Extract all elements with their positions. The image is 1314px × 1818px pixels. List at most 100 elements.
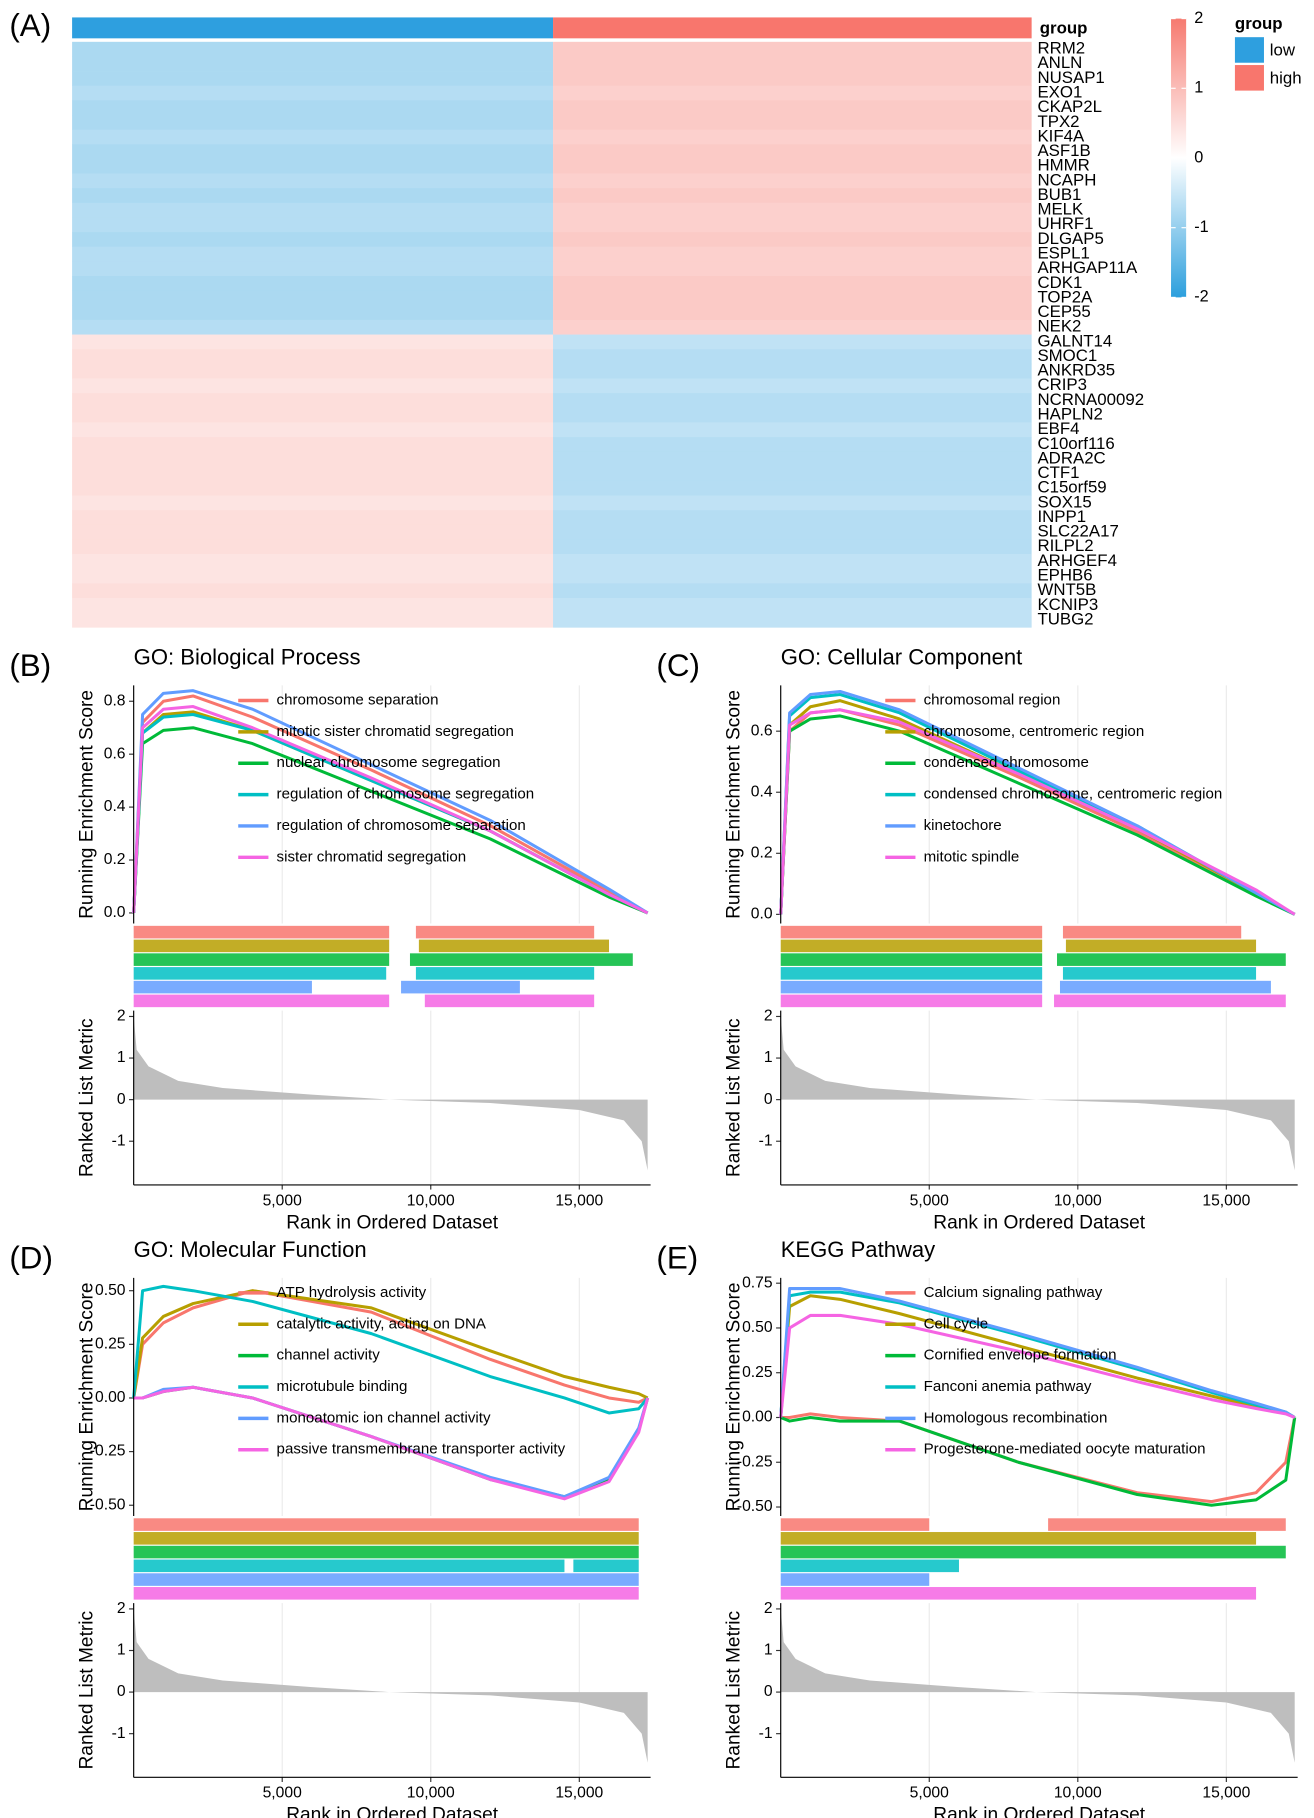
heatmap-cell	[553, 56, 1032, 72]
hit-band	[133, 1545, 639, 1559]
metric-area	[780, 1016, 1295, 1171]
heatmap-cell	[72, 188, 554, 204]
heatmap-cell	[553, 349, 1032, 365]
heatmap-cell	[72, 480, 554, 496]
y-tick-label: 0.8	[104, 692, 126, 709]
panel-title: GO: Biological Process	[134, 644, 361, 669]
metric-area	[133, 1016, 648, 1171]
heatmap-cell	[553, 202, 1032, 218]
legend-label: Fanconi anemia pathway	[924, 1378, 1092, 1395]
hit-band	[780, 994, 1043, 1008]
y-tick-label: 0.2	[104, 851, 126, 868]
hit-band	[780, 1587, 1257, 1600]
gene-label: RRM2	[1037, 39, 1085, 58]
x-tick-label: 5,000	[910, 1785, 950, 1802]
es-line	[132, 1289, 649, 1404]
legend-label: condensed chromosome	[924, 754, 1089, 771]
heatmap-cell	[72, 71, 554, 87]
legend-label: Cell cycle	[924, 1315, 989, 1332]
x-tick-label: 5,000	[263, 1192, 303, 1209]
heatmap-cell	[553, 363, 1032, 379]
es-line	[780, 1412, 1297, 1504]
heatmap-cell	[553, 480, 1032, 496]
heatmap-cell	[72, 378, 554, 394]
heatmap-cell	[72, 539, 554, 555]
gene-label: UHRF1	[1037, 214, 1093, 233]
gene-label: EBF4	[1037, 419, 1079, 438]
legend-label: sister chromatid segregation	[277, 848, 467, 865]
gene-label: SMOC1	[1037, 346, 1097, 365]
gene-label: C15orf59	[1037, 478, 1106, 497]
hit-band	[1062, 925, 1242, 939]
legend-label: monoatomic ion channel activity	[277, 1409, 491, 1426]
heatmap-cell	[72, 232, 554, 248]
es-line	[133, 1385, 650, 1501]
legend-label: Homologous recombination	[924, 1409, 1108, 1426]
colorbar-label: -2	[1194, 288, 1208, 306]
gene-label: EXO1	[1037, 83, 1082, 102]
heatmap-cell	[553, 524, 1032, 540]
heatmap-cell	[72, 510, 554, 526]
gene-label: CEP55	[1037, 302, 1090, 321]
hit-band	[424, 994, 595, 1008]
heatmap-cell	[553, 437, 1032, 453]
hit-band	[573, 1559, 639, 1573]
gene-label: KCNIP3	[1037, 595, 1098, 614]
gene-label: BUB1	[1037, 185, 1081, 204]
gene-label: KIF4A	[1037, 126, 1085, 145]
y-axis-title: Running Enrichment Score	[723, 690, 744, 919]
y-axis-title: Running Enrichment Score	[723, 1282, 744, 1511]
gene-label: HAPLN2	[1037, 405, 1102, 424]
heatmap-cell	[553, 217, 1032, 233]
es-line	[132, 705, 649, 915]
x-tick-label: 15,000	[555, 1785, 603, 1802]
hit-band	[133, 967, 387, 980]
hit-band	[780, 1545, 1286, 1559]
gene-label: INPP1	[1037, 507, 1086, 526]
hit-band	[133, 1532, 639, 1545]
heatmap-cell	[72, 305, 554, 321]
gene-label: ADRA2C	[1037, 448, 1105, 467]
colorbar-label: 2	[1194, 9, 1203, 27]
legend-label: chromosome, centromeric region	[924, 723, 1145, 740]
gene-label: ARHGEF4	[1037, 551, 1116, 570]
legend-label: kinetochore	[924, 817, 1002, 834]
y-tick-label: 0.0	[751, 906, 773, 923]
heatmap-cell	[553, 568, 1032, 584]
heatmap-cell	[553, 554, 1032, 570]
legend-label: low	[1270, 41, 1296, 60]
heatmap-cell	[72, 173, 554, 189]
heatmap-cell	[72, 41, 554, 57]
gene-label: TUBG2	[1037, 609, 1093, 628]
y-tick-label: 0.25	[95, 1335, 126, 1352]
colorbar-label: 0	[1194, 148, 1203, 166]
y-tick-label: 0.6	[751, 722, 773, 739]
legend-label: channel activity	[277, 1347, 381, 1364]
heatmap-cell	[553, 173, 1032, 189]
heatmap-cell	[553, 71, 1032, 87]
heatmap-cell	[72, 437, 554, 453]
es-line	[132, 694, 649, 915]
y-axis-title: Running Enrichment Score	[76, 1282, 97, 1511]
es-line	[779, 1287, 1296, 1419]
heatmap-cell	[72, 319, 554, 335]
y-tick-label: 2	[117, 1008, 126, 1025]
gene-label: ASF1B	[1037, 141, 1090, 160]
heatmap-cell	[553, 232, 1032, 248]
y-tick-label: -1	[759, 1725, 773, 1742]
heatmap-cell	[72, 422, 554, 438]
y-tick-label: 0	[764, 1683, 773, 1700]
gene-label: CRIP3	[1037, 375, 1087, 394]
metric-area	[133, 1608, 648, 1763]
hit-band	[780, 1532, 1257, 1545]
panel-label: (D)	[9, 1241, 53, 1276]
x-axis-title: Rank in Ordered Dataset	[933, 1805, 1146, 1818]
y-tick-label: -0.25	[90, 1443, 126, 1460]
heatmap-cell	[72, 583, 554, 599]
y-axis-title: Ranked List Metric	[723, 1018, 744, 1177]
legend-label: mitotic sister chromatid segregation	[277, 723, 514, 740]
gene-label: NEK2	[1037, 317, 1081, 336]
heatmap-cell	[72, 524, 554, 540]
y-tick-label: 0.00	[742, 1409, 773, 1426]
